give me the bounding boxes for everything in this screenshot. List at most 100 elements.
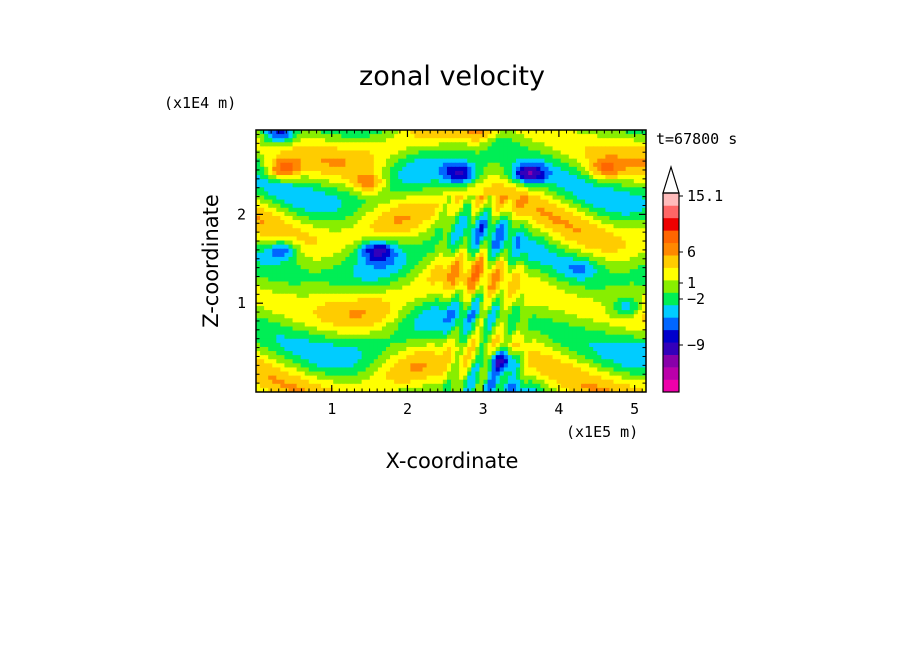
field-cell	[617, 142, 623, 147]
field-cell	[325, 269, 330, 274]
field-cell	[341, 134, 346, 139]
field-cell	[520, 183, 525, 188]
field-cell	[365, 269, 371, 274]
field-cell	[597, 318, 602, 323]
field-cell	[329, 211, 334, 217]
field-cell	[621, 338, 627, 344]
field-cell	[625, 146, 631, 152]
field-cell	[576, 191, 582, 197]
field-cell	[479, 306, 485, 311]
field-cell	[499, 162, 505, 168]
field-cell	[337, 273, 342, 278]
field-cell	[601, 232, 606, 238]
field-cell	[601, 297, 606, 303]
field-cell	[617, 158, 623, 164]
field-cell	[483, 228, 489, 233]
field-cell	[386, 261, 391, 266]
field-cell	[377, 179, 383, 184]
field-cell	[369, 269, 375, 274]
field-cell	[528, 158, 533, 164]
field-cell	[633, 166, 639, 172]
field-cell	[629, 248, 635, 254]
field-cell	[576, 203, 582, 209]
field-cell	[564, 236, 570, 242]
field-cell	[637, 330, 643, 336]
field-cell	[446, 203, 452, 209]
field-cell	[581, 310, 586, 315]
field-cell	[256, 261, 261, 266]
field-cell	[381, 314, 387, 319]
field-cell	[556, 338, 562, 344]
field-cell	[491, 187, 497, 192]
field-cell	[511, 256, 517, 262]
field-cell	[536, 211, 541, 217]
field-cell	[300, 306, 306, 311]
field-cell	[568, 314, 574, 319]
field-cell	[548, 220, 554, 225]
field-cell	[349, 273, 355, 278]
field-cell	[312, 134, 318, 139]
field-cell	[442, 211, 448, 217]
field-cell	[499, 224, 505, 229]
field-cell	[373, 134, 379, 139]
field-cell	[377, 215, 383, 221]
field-cell	[268, 289, 273, 295]
field-cell	[426, 154, 432, 160]
field-cell	[304, 265, 310, 270]
field-cell	[552, 314, 558, 319]
field-cell	[499, 277, 505, 283]
field-cell	[349, 150, 355, 156]
field-cell	[471, 199, 476, 205]
field-cell	[288, 146, 294, 152]
field-cell	[589, 130, 594, 135]
field-cell	[475, 314, 481, 319]
field-cell	[625, 261, 631, 266]
field-cell	[548, 256, 554, 262]
field-cell	[576, 297, 582, 303]
field-cell	[552, 318, 558, 323]
field-cell	[629, 199, 635, 205]
field-cell	[581, 179, 586, 184]
field-cell	[540, 211, 546, 217]
field-cell	[337, 240, 342, 246]
field-cell	[536, 281, 541, 287]
field-cell	[637, 162, 643, 168]
field-cell	[268, 158, 273, 164]
field-cell	[576, 248, 582, 254]
field-cell	[507, 330, 513, 336]
field-cell	[337, 334, 342, 340]
field-cell	[487, 330, 493, 336]
field-cell	[264, 314, 269, 319]
field-cell	[576, 265, 582, 270]
field-cell	[284, 265, 290, 270]
field-cell	[422, 170, 428, 176]
field-cell	[349, 334, 355, 340]
field-cell	[256, 342, 261, 348]
field-cell	[613, 199, 619, 205]
field-cell	[552, 195, 558, 201]
field-cell	[568, 166, 574, 172]
field-cell	[459, 285, 464, 291]
field-cell	[560, 338, 566, 344]
field-cell	[511, 187, 517, 192]
field-cell	[585, 138, 590, 143]
field-cell	[544, 199, 550, 205]
field-cell	[471, 187, 476, 192]
field-cell	[459, 318, 464, 323]
field-cell	[406, 195, 411, 201]
field-cell	[304, 142, 310, 147]
field-cell	[621, 248, 627, 254]
field-cell	[353, 318, 359, 323]
field-cell	[597, 191, 602, 197]
field-cell	[572, 170, 578, 176]
field-cell	[467, 269, 472, 274]
field-cell	[369, 183, 375, 188]
field-cell	[394, 179, 399, 184]
field-cell	[333, 142, 338, 147]
field-cell	[451, 166, 456, 172]
field-cell	[292, 306, 298, 311]
field-cell	[532, 175, 537, 180]
field-cell	[341, 306, 346, 311]
field-cell	[471, 326, 476, 332]
field-cell	[617, 269, 623, 274]
